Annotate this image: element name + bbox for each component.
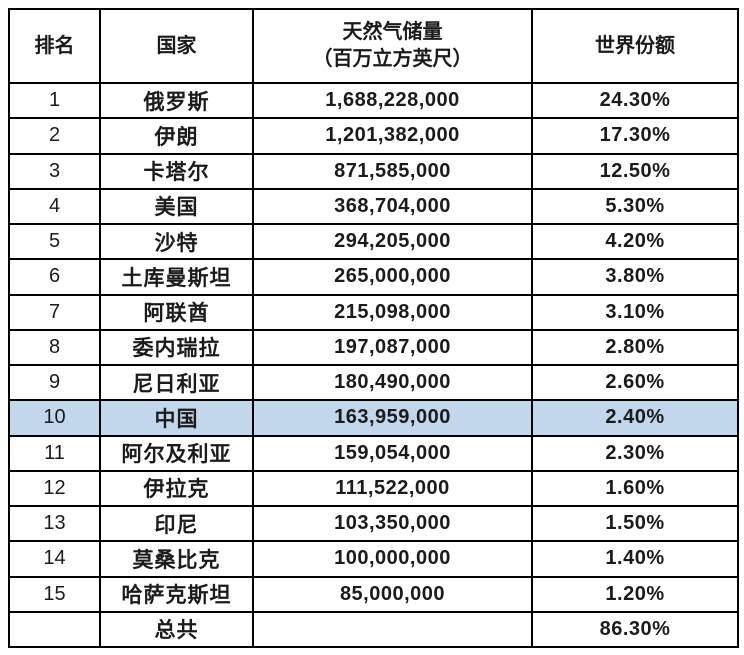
reserves-cell [252,610,533,649]
rank-cell: 7 [8,293,101,331]
reserves-cell: 1,688,228,000 [252,81,533,120]
reserves-cell: 100,000,000 [252,540,533,578]
share-cell: 4.20% [531,222,739,261]
country-cell: 俄罗斯 [99,81,254,120]
share-cell: 1.20% [531,575,739,613]
header-share: 世界份额 [531,8,739,84]
rank-cell: 14 [8,540,101,578]
table-row: 13 印尼 103,350,000 1.50% [8,504,739,543]
rank-cell: 6 [8,258,101,296]
country-cell: 阿尔及利亚 [99,434,254,472]
rank-cell: 9 [8,363,101,402]
reserves-cell: 85,000,000 [252,575,533,613]
rank-cell: 2 [8,117,101,155]
header-reserves: 天然气储量 （百万立方英尺） [252,8,533,84]
country-cell: 伊拉克 [99,469,254,508]
country-cell: 伊朗 [99,117,254,155]
table-row: 11 阿尔及利亚 159,054,000 2.30% [8,434,739,472]
reserves-cell: 215,098,000 [252,293,533,331]
reserves-cell: 103,350,000 [252,504,533,543]
table-row: 12 伊拉克 111,522,000 1.60% [8,469,739,508]
table-row: 6 土库曼斯坦 265,000,000 3.80% [8,258,739,296]
share-cell: 24.30% [531,81,739,120]
rank-cell: 11 [8,434,101,472]
rank-cell: 8 [8,328,101,367]
country-cell: 阿联酋 [99,293,254,331]
country-cell: 委内瑞拉 [99,328,254,367]
table-row: 2 伊朗 1,201,382,000 17.30% [8,117,739,155]
country-cell: 印尼 [99,504,254,543]
country-cell: 美国 [99,187,254,226]
rank-cell: 1 [8,81,101,120]
country-cell: 尼日利亚 [99,363,254,402]
rank-cell: 12 [8,469,101,508]
table-row: 4 美国 368,704,000 5.30% [8,187,739,226]
table-row: 14 莫桑比克 100,000,000 1.40% [8,540,739,578]
table-row: 7 阿联酋 215,098,000 3.10% [8,293,739,331]
country-cell: 哈萨克斯坦 [99,575,254,613]
share-cell: 3.80% [531,258,739,296]
reserves-cell: 265,000,000 [252,258,533,296]
share-cell: 1.60% [531,469,739,508]
total-row: 总共 86.30% [8,610,739,649]
share-cell: 3.10% [531,293,739,331]
reserves-cell: 197,087,000 [252,328,533,367]
country-cell: 莫桑比克 [99,540,254,578]
header-country: 国家 [99,8,254,84]
reserves-cell: 163,959,000 [252,399,533,437]
share-cell: 86.30% [531,610,739,649]
header-reserves-line1: 天然气储量 [342,21,443,43]
reserves-cell: 180,490,000 [252,363,533,402]
country-cell: 土库曼斯坦 [99,258,254,296]
share-cell: 1.40% [531,540,739,578]
share-cell: 1.50% [531,504,739,543]
country-cell: 卡塔尔 [99,152,254,190]
country-cell: 总共 [99,610,254,649]
reserves-cell: 111,522,000 [252,469,533,508]
table-body: 1 俄罗斯 1,688,228,000 24.30% 2 伊朗 1,201,38… [8,81,739,649]
reserves-cell: 159,054,000 [252,434,533,472]
rank-cell: 13 [8,504,101,543]
table-row: 10 中国 163,959,000 2.40% [8,399,739,437]
reserves-cell: 294,205,000 [252,222,533,261]
country-cell: 中国 [99,399,254,437]
header-row: 排名 国家 天然气储量 （百万立方英尺） 世界份额 [8,8,739,84]
header-reserves-line2: （百万立方英尺） [312,48,473,70]
share-cell: 17.30% [531,117,739,155]
country-cell: 沙特 [99,222,254,261]
share-cell: 2.80% [531,328,739,367]
table-row: 8 委内瑞拉 197,087,000 2.80% [8,328,739,367]
reserves-cell: 871,585,000 [252,152,533,190]
rank-cell: 5 [8,222,101,261]
share-cell: 5.30% [531,187,739,226]
table-row: 9 尼日利亚 180,490,000 2.60% [8,363,739,402]
header-rank: 排名 [8,8,101,84]
table-row: 15 哈萨克斯坦 85,000,000 1.20% [8,575,739,613]
share-cell: 2.60% [531,363,739,402]
rank-cell: 15 [8,575,101,613]
table-row: 3 卡塔尔 871,585,000 12.50% [8,152,739,190]
gas-reserves-table: 排名 国家 天然气储量 （百万立方英尺） 世界份额 1 俄罗斯 1,688,22… [8,8,739,649]
table-row: 5 沙特 294,205,000 4.20% [8,222,739,261]
rank-cell: 10 [8,399,101,437]
share-cell: 2.40% [531,399,739,437]
rank-cell [8,610,101,649]
rank-cell: 4 [8,187,101,226]
rank-cell: 3 [8,152,101,190]
reserves-cell: 1,201,382,000 [252,117,533,155]
share-cell: 2.30% [531,434,739,472]
share-cell: 12.50% [531,152,739,190]
table-row: 1 俄罗斯 1,688,228,000 24.30% [8,81,739,120]
reserves-cell: 368,704,000 [252,187,533,226]
